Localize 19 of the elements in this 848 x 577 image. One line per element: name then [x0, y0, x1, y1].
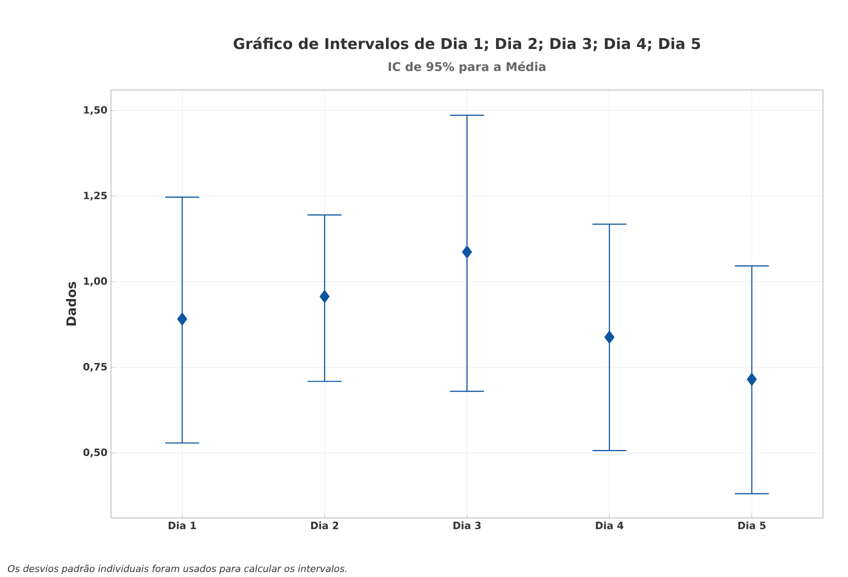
point — [320, 290, 330, 304]
chart-title: Gráfico de Intervalos de Dia 1; Dia 2; Dia 3; Dia 4; Dia 5 — [234, 37, 700, 52]
y-tick-label: 1,00 — [84, 277, 108, 286]
chart-subtitle: IC de 95% para a Média — [388, 61, 546, 74]
point — [177, 312, 188, 326]
y-axis-title: Dados — [66, 282, 76, 326]
x-tick-label: Dia 4 — [596, 521, 624, 530]
text: Os desvios padrão individuais foram usados para calcular os intervalos. — [8, 564, 346, 574]
point — [746, 372, 757, 386]
y-tick-label: 0,75 — [83, 362, 107, 372]
x-tick-label: Dia 2 — [311, 521, 338, 530]
y-tick-label: 1,25 — [84, 192, 107, 201]
y-tick-label: 1,50 — [84, 106, 108, 115]
x-tick-label: Dia 3 — [454, 521, 481, 530]
x-tick-label: Dia 5 — [738, 521, 766, 530]
point — [462, 245, 472, 259]
y-tick-label: 0,50 — [83, 448, 108, 458]
point — [604, 330, 614, 344]
x-tick-label: Dia 1 — [168, 521, 196, 530]
